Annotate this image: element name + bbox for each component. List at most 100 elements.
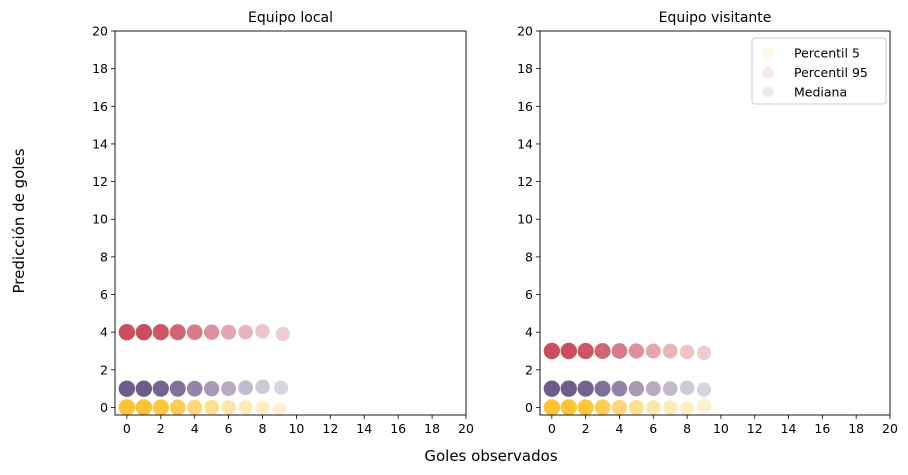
y-tick-label: 16 <box>517 99 533 114</box>
x-tick-label: 18 <box>424 421 440 436</box>
point-p5 <box>543 399 561 416</box>
point-median <box>203 380 220 397</box>
chart-title: Equipo local <box>248 10 333 26</box>
x-tick-label: 8 <box>683 421 691 436</box>
point-p95 <box>135 323 153 341</box>
point-p5 <box>204 399 220 416</box>
point-p95 <box>645 343 661 359</box>
x-tick-label: 6 <box>225 421 233 436</box>
point-median <box>645 381 661 397</box>
point-p95 <box>152 324 169 341</box>
series-median <box>543 380 712 397</box>
x-tick-label: 14 <box>781 421 797 436</box>
point-p95 <box>238 324 253 340</box>
x-tick-label: 4 <box>191 421 199 436</box>
point-p95 <box>662 343 678 359</box>
y-tick-label: 18 <box>92 61 108 76</box>
figure-y-label: Predicción de goles <box>10 148 28 293</box>
y-tick-label: 14 <box>92 136 108 151</box>
point-median <box>662 381 678 397</box>
point-median <box>696 382 712 397</box>
x-tick-label: 16 <box>814 421 830 436</box>
point-p5 <box>221 400 236 415</box>
y-tick-label: 2 <box>525 362 533 377</box>
point-p95 <box>203 324 220 340</box>
x-tick-label: 20 <box>882 421 898 436</box>
point-median <box>238 380 253 396</box>
point-p95 <box>577 342 594 360</box>
legend: Percentil 5 Percentil 95 Mediana <box>751 37 887 105</box>
point-p5 <box>272 402 287 417</box>
x-tick-label: 6 <box>649 421 657 436</box>
y-tick-label: 12 <box>92 174 108 189</box>
y-tick-label: 0 <box>525 400 533 415</box>
legend-label-median: Mediana <box>794 85 847 100</box>
y-tick-label: 10 <box>92 212 108 227</box>
series-median <box>118 379 289 397</box>
point-p5 <box>645 400 661 415</box>
y-tick-label: 8 <box>525 249 533 264</box>
point-p5 <box>135 399 153 416</box>
series-p5 <box>543 398 712 416</box>
point-p95 <box>679 344 695 360</box>
legend-marker-p5 <box>762 47 774 59</box>
y-tick-label: 10 <box>517 212 533 227</box>
y-tick-label: 6 <box>100 287 108 302</box>
series-p5 <box>118 399 287 417</box>
point-median <box>628 380 645 397</box>
point-p5 <box>594 399 611 416</box>
axes-frame <box>539 30 891 416</box>
point-median <box>577 380 594 397</box>
y-tick-label: 4 <box>525 325 533 340</box>
legend-marker-median <box>762 86 774 98</box>
x-tick-label: 4 <box>615 421 623 436</box>
x-tick-label: 2 <box>157 421 165 436</box>
point-p5 <box>560 399 577 416</box>
point-p95 <box>275 326 291 342</box>
x-tick-label: 14 <box>356 421 372 436</box>
x-tick-label: 0 <box>548 421 556 436</box>
x-tick-label: 16 <box>390 421 406 436</box>
y-tick-label: 20 <box>92 24 108 39</box>
point-p5 <box>577 399 594 416</box>
series-p95 <box>543 342 712 361</box>
point-p95 <box>611 343 628 359</box>
legend-label-p5: Percentil 5 <box>794 46 860 61</box>
point-p5 <box>118 399 136 416</box>
y-tick-label: 0 <box>100 400 108 415</box>
point-median <box>543 380 561 397</box>
point-p5 <box>679 401 695 416</box>
y-tick-label: 14 <box>517 136 533 151</box>
legend-marker-p95 <box>762 67 774 78</box>
x-tick-label: 10 <box>713 421 729 436</box>
y-tick-label: 18 <box>517 61 533 76</box>
point-p95 <box>560 342 577 360</box>
x-tick-label: 18 <box>848 421 864 436</box>
point-median <box>152 380 169 397</box>
point-p95 <box>255 323 270 339</box>
axes-frame <box>114 30 467 416</box>
point-p95 <box>186 324 203 341</box>
y-tick-label: 8 <box>100 249 108 264</box>
point-median <box>594 380 611 397</box>
point-p5 <box>611 399 628 416</box>
x-tick-label: 0 <box>123 421 131 436</box>
x-tick-label: 8 <box>259 421 267 436</box>
point-p95 <box>543 342 561 360</box>
point-p5 <box>169 399 186 416</box>
point-median <box>560 380 577 397</box>
figure-x-label: Goles observados <box>424 447 557 465</box>
point-p5 <box>696 398 712 413</box>
point-p95 <box>169 324 186 341</box>
x-tick-label: 20 <box>458 421 474 436</box>
point-median <box>186 380 203 397</box>
point-p5 <box>255 400 270 415</box>
y-tick-label: 4 <box>100 325 108 340</box>
y-tick-label: 12 <box>517 174 533 189</box>
point-p5 <box>152 399 169 416</box>
point-p95 <box>628 343 645 359</box>
y-tick-label: 6 <box>525 287 533 302</box>
point-median <box>611 380 628 397</box>
x-tick-label: 10 <box>288 421 304 436</box>
